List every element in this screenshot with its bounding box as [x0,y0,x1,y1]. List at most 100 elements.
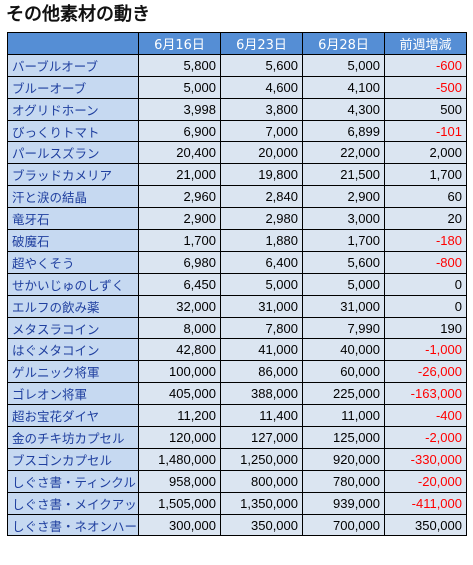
table-row: 破魔石 1,700 1,880 1,700 -180 [7,229,467,252]
item-name-cell: ブルーオーブ [7,75,139,99]
value-cell-jun28: 4,100 [302,75,385,99]
value-cell-jun16: 3,998 [138,97,221,121]
diff-cell: 350,000 [384,513,467,537]
value-cell-jun28: 1,700 [302,229,385,252]
table-row: パールスズラン 20,400 20,000 22,000 2,000 [7,141,467,165]
value-cell-jun16: 5,800 [138,53,221,77]
value-cell-jun16: 42,800 [138,338,221,362]
value-cell-jun28: 40,000 [302,338,385,362]
table-row: しぐさ書・ティンクル 958,000 800,000 780,000 -20,000 [7,469,467,493]
value-cell-jun28: 920,000 [302,447,385,471]
diff-cell: -26,000 [384,360,467,384]
value-cell-jun16: 2,960 [138,185,221,209]
value-cell-jun16: 958,000 [138,469,221,493]
table-row: エルフの飲み薬 32,000 31,000 31,000 0 [7,294,467,318]
value-cell-jun16: 5,000 [138,75,221,99]
page-title: その他素材の動き [6,4,150,25]
item-name-cell: 超お宝花ダイヤ [7,404,139,428]
value-cell-jun23: 3,800 [220,97,303,121]
value-cell-jun28: 4,300 [302,97,385,121]
item-name-cell: パールスズラン [7,141,139,165]
value-cell-jun23: 388,000 [220,382,303,406]
header-date-3: 6月28日 [302,32,385,55]
value-cell-jun28: 939,000 [302,491,385,515]
value-cell-jun23: 127,000 [220,426,303,449]
item-name-cell: メタスラコイン [7,316,139,340]
value-cell-jun23: 2,840 [220,185,303,209]
value-cell-jun23: 19,800 [220,163,303,187]
value-cell-jun16: 100,000 [138,360,221,384]
diff-cell: 20 [384,207,467,231]
table-row: 超お宝花ダイヤ 11,200 11,400 11,000 -400 [7,404,467,428]
value-cell-jun16: 300,000 [138,513,221,537]
value-cell-jun28: 60,000 [302,360,385,384]
value-cell-jun16: 6,980 [138,250,221,274]
item-name-cell: ゴレオン将軍 [7,382,139,406]
item-name-cell: オグリドホーン [7,97,139,121]
value-cell-jun23: 6,400 [220,250,303,274]
table-row: せかいじゅのしずく 6,450 5,000 5,000 0 [7,272,467,296]
header-row: 6月16日 6月23日 6月28日 前週増減 [7,32,467,55]
value-cell-jun23: 31,000 [220,294,303,318]
value-cell-jun16: 21,000 [138,163,221,187]
table-row: オグリドホーン 3,998 3,800 4,300 500 [7,97,467,121]
table-row: ブスゴンカプセル 1,480,000 1,250,000 920,000 -330,00… [7,447,467,471]
value-cell-jun16: 8,000 [138,316,221,340]
diff-cell: -20,000 [384,469,467,493]
item-name-cell: しぐさ書・ネオンハート [7,513,139,537]
diff-cell: 1,700 [384,163,467,187]
value-cell-jun16: 20,400 [138,141,221,165]
diff-cell: -500 [384,75,467,99]
price-table: 6月16日 6月23日 6月28日 前週増減 バーブルオーブ 5,800 5,600… [7,32,467,537]
table-row: しぐさ書・メイクアップ 1,505,000 1,350,000 939,000 -411… [7,491,467,515]
diff-cell: -2,000 [384,426,467,449]
diff-cell: -800 [384,250,467,274]
value-cell-jun28: 225,000 [302,382,385,406]
value-cell-jun28: 125,000 [302,426,385,449]
value-cell-jun28: 31,000 [302,294,385,318]
item-name-cell: 超やくそう [7,250,139,274]
value-cell-jun23: 800,000 [220,469,303,493]
diff-cell: -1,000 [384,338,467,362]
diff-cell: 2,000 [384,141,467,165]
value-cell-jun28: 780,000 [302,469,385,493]
table-body: バーブルオーブ 5,800 5,600 5,000 -600 ブルーオーブ 5,000 4,6… [7,53,467,537]
diff-cell: -163,000 [384,382,467,406]
value-cell-jun23: 5,000 [220,272,303,296]
value-cell-jun16: 1,480,000 [138,447,221,471]
value-cell-jun23: 350,000 [220,513,303,537]
value-cell-jun16: 1,505,000 [138,491,221,515]
value-cell-jun28: 700,000 [302,513,385,537]
table-row: ブルーオーブ 5,000 4,600 4,100 -500 [7,75,467,99]
item-name-cell: 破魔石 [7,229,139,252]
diff-cell: -330,000 [384,447,467,471]
value-cell-jun23: 7,000 [220,119,303,143]
value-cell-jun28: 2,900 [302,185,385,209]
value-cell-jun16: 32,000 [138,294,221,318]
item-name-cell: エルフの飲み薬 [7,294,139,318]
item-name-cell: しぐさ書・メイクアップ [7,491,139,515]
table-row: ブラッドカメリア 21,000 19,800 21,500 1,700 [7,163,467,187]
value-cell-jun28: 22,000 [302,141,385,165]
value-cell-jun23: 1,880 [220,229,303,252]
diff-cell: 60 [384,185,467,209]
diff-cell: -101 [384,119,467,143]
value-cell-jun28: 5,000 [302,272,385,296]
value-cell-jun16: 6,450 [138,272,221,296]
header-diff: 前週増減 [384,32,467,55]
value-cell-jun23: 86,000 [220,360,303,384]
item-name-cell: バーブルオーブ [7,53,139,77]
table-row: びっくりトマト 6,900 7,000 6,899 -101 [7,119,467,143]
diff-cell: -400 [384,404,467,428]
diff-cell: 0 [384,272,467,296]
value-cell-jun23: 41,000 [220,338,303,362]
diff-cell: -180 [384,229,467,252]
value-cell-jun16: 2,900 [138,207,221,231]
item-name-cell: しぐさ書・ティンクル [7,469,139,493]
table-row: しぐさ書・ネオンハート 300,000 350,000 700,000 350,000 [7,513,467,537]
table-row: バーブルオーブ 5,800 5,600 5,000 -600 [7,53,467,77]
diff-cell: 500 [384,97,467,121]
table-row: ゲルニック将軍 100,000 86,000 60,000 -26,000 [7,360,467,384]
item-name-cell: ブスゴンカプセル [7,447,139,471]
value-cell-jun28: 6,899 [302,119,385,143]
